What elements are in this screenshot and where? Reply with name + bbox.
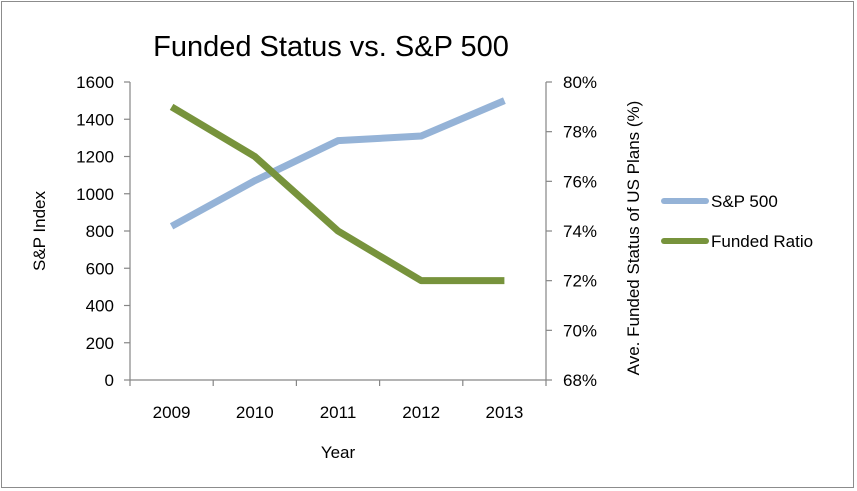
right-tick-label: 72%	[563, 272, 597, 291]
x-tick-label: 2012	[402, 403, 440, 422]
left-y-axis-label: S&P Index	[30, 190, 49, 271]
right-tick-label: 78%	[563, 123, 597, 142]
right-tick-label: 68%	[563, 371, 597, 390]
right-tick-label: 70%	[563, 321, 597, 340]
right-y-axis-label: Ave. Funded Status of US Plans (%)	[624, 101, 643, 376]
x-tick-label: 2010	[236, 403, 274, 422]
series-line-sp500	[169, 97, 506, 230]
left-y-ticks: 0 200 400 600 800 1000 1200 1400 1600	[76, 73, 130, 390]
left-tick-label: 200	[86, 334, 114, 353]
legend-label-sp500: S&P 500	[711, 192, 778, 211]
right-tick-label: 74%	[563, 222, 597, 241]
right-y-ticks: 68% 70% 72% 74% 76% 78% 80%	[546, 73, 597, 390]
left-tick-label: 0	[105, 371, 114, 390]
left-tick-label: 800	[86, 222, 114, 241]
series-layer	[169, 97, 506, 285]
legend: S&P 500 Funded Ratio	[661, 192, 813, 251]
right-tick-label: 80%	[563, 73, 597, 92]
left-tick-label: 400	[86, 297, 114, 316]
x-tick-label: 2009	[153, 403, 191, 422]
right-tick-label: 76%	[563, 172, 597, 191]
chart-title: Funded Status vs. S&P 500	[153, 31, 509, 63]
left-tick-label: 600	[86, 259, 114, 278]
left-tick-label: 1400	[76, 110, 114, 129]
legend-label-funded-ratio: Funded Ratio	[711, 232, 813, 251]
left-tick-label: 1200	[76, 148, 114, 167]
x-tick-label: 2011	[320, 403, 357, 422]
series-line-funded-ratio	[169, 103, 505, 285]
x-axis-label: Year	[321, 443, 356, 462]
x-tick-label: 2013	[485, 403, 523, 422]
left-tick-label: 1000	[76, 185, 114, 204]
left-tick-label: 1600	[76, 73, 114, 92]
x-ticks: 2009 2010 2011 2012 2013	[129, 380, 547, 422]
